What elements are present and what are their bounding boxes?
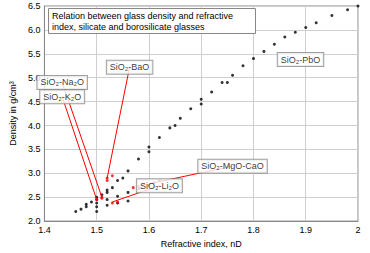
svg-text:SiO₂-Na₂O: SiO₂-Na₂O	[40, 77, 84, 87]
svg-text:1.4: 1.4	[38, 225, 51, 235]
svg-text:4.0: 4.0	[28, 121, 41, 131]
svg-text:1.5: 1.5	[90, 225, 103, 235]
svg-text:2.5: 2.5	[28, 192, 41, 202]
svg-text:SiO₂-PbO: SiO₂-PbO	[281, 55, 321, 65]
svg-text:6.0: 6.0	[28, 25, 41, 35]
svg-text:index, silicate and borosilica: index, silicate and borosilicate glasses	[52, 22, 205, 32]
svg-text:1.8: 1.8	[247, 225, 260, 235]
svg-text:3.5: 3.5	[28, 144, 41, 154]
svg-text:5.5: 5.5	[28, 49, 41, 59]
svg-text:2: 2	[355, 225, 360, 235]
svg-text:SiO₂-K₂O: SiO₂-K₂O	[43, 92, 81, 102]
svg-text:5.0: 5.0	[27, 72, 41, 83]
svg-text:1.9: 1.9	[299, 225, 312, 235]
svg-text:Density in g/cm³: Density in g/cm³	[8, 81, 18, 146]
svg-text:6.5: 6.5	[28, 1, 41, 11]
svg-text:1.6: 1.6	[143, 225, 156, 235]
svg-text:4.5: 4.5	[28, 97, 41, 107]
svg-text:1.7: 1.7	[195, 225, 208, 235]
svg-text:SiO₂-BaO: SiO₂-BaO	[110, 62, 150, 72]
svg-text:3.0: 3.0	[28, 168, 41, 178]
svg-text:2.0: 2.0	[27, 216, 41, 227]
svg-text:SiO₂-Li₂O: SiO₂-Li₂O	[140, 181, 179, 191]
svg-text:SiO₂-MgO-CaO: SiO₂-MgO-CaO	[201, 161, 264, 171]
svg-text:Refractive index, nD: Refractive index, nD	[161, 239, 243, 249]
svg-text:Relation between glass density: Relation between glass density and refra…	[52, 11, 236, 21]
